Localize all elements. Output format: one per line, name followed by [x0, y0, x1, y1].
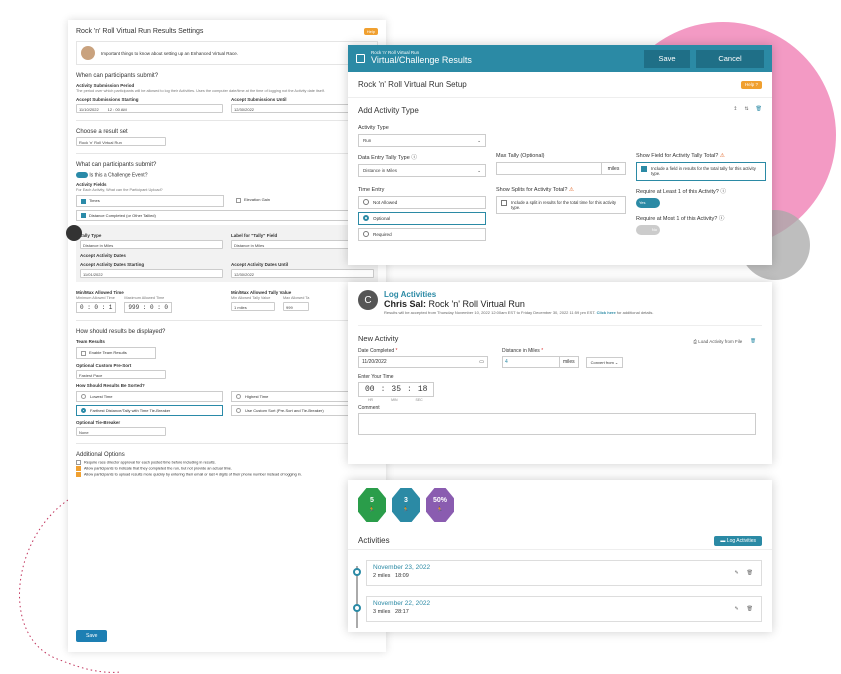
- min-tally-input[interactable]: 1 miles: [231, 302, 275, 312]
- time-entry-optional[interactable]: Optional: [358, 211, 486, 225]
- click-here-link[interactable]: Click here: [596, 310, 616, 315]
- move-up-icon[interactable]: ↥: [733, 106, 738, 112]
- edit-icon[interactable]: ✎: [734, 570, 739, 576]
- tally-type-select[interactable]: Distance in Miles: [80, 240, 223, 250]
- trash-icon[interactable]: 🗑: [746, 606, 753, 612]
- tally-type-select[interactable]: Distance in Miles ⌄: [358, 164, 486, 177]
- log-title: Log Activities: [384, 290, 437, 299]
- time-input[interactable]: 00:35:18: [358, 382, 435, 397]
- warning-icon: ⚠: [719, 153, 725, 159]
- require-most-toggle[interactable]: No: [636, 224, 660, 235]
- settings-title: Rock 'n' Roll Virtual Run Results Settin…: [76, 28, 204, 35]
- date-completed-input[interactable]: 11/20/2022 ▭: [358, 356, 488, 368]
- modal-cancel-button[interactable]: Cancel: [696, 49, 764, 68]
- card-title: Add Activity Type: [358, 106, 419, 115]
- modal-header: Rock 'n' Roll Virtual Run Virtual/Challe…: [348, 45, 772, 72]
- team-results-checkbox[interactable]: Enable Team Results: [76, 347, 156, 359]
- move-down-icon[interactable]: ⇅: [744, 106, 749, 112]
- presort-select[interactable]: Fastest Pace: [76, 369, 166, 379]
- avatar: C: [358, 290, 378, 310]
- tie-breaker-select[interactable]: None: [76, 426, 166, 436]
- times-checkbox[interactable]: Times: [76, 195, 224, 207]
- result-set-select[interactable]: Rock 'n' Roll Virtual Run: [76, 137, 166, 146]
- timeline-node: [353, 604, 361, 612]
- calendar-icon: ▭: [479, 359, 484, 365]
- avatar: [81, 46, 95, 60]
- timeline-node: [353, 568, 361, 576]
- info-icon: ⓘ: [720, 188, 726, 195]
- list-item[interactable]: November 22, 2022 3 miles 28:17 ✎ 🗑: [366, 596, 762, 622]
- setup-title: Rock 'n' Roll Virtual Run Setup: [358, 80, 467, 89]
- tally-settings: Tally Type Distance in Miles Label for "T…: [76, 225, 378, 283]
- help-button[interactable]: Help: [363, 28, 378, 35]
- badge-count: 5 🏃: [358, 488, 386, 522]
- max-time-input[interactable]: 999 : 0 : 0: [124, 302, 173, 314]
- challenge-toggle[interactable]: [76, 172, 88, 178]
- sort-lowest-time[interactable]: Lowest Time: [76, 390, 223, 402]
- require-least-toggle[interactable]: Yes: [636, 197, 660, 208]
- distance-checkbox[interactable]: Distance Completed (or Other Tallied): [76, 209, 378, 222]
- trash-icon[interactable]: 🗑: [755, 106, 762, 112]
- elevation-checkbox[interactable]: Elevation Gain: [232, 195, 378, 206]
- load-file-button[interactable]: ⎙ Load Activity from File: [693, 338, 743, 344]
- info-banner: Important things to know about setting u…: [76, 41, 378, 65]
- badge-count: 3 🏃: [392, 488, 420, 522]
- activity-start-field[interactable]: 11/01/2022: [80, 269, 223, 279]
- start-date-field[interactable]: 11/10/2022 12 : 00 AM: [76, 104, 223, 113]
- section-title: When can participants submit?: [76, 73, 159, 79]
- log-activities-button[interactable]: ▬ Log Activities: [714, 535, 762, 546]
- decorative-dark-dot: [66, 225, 82, 241]
- min-time-input[interactable]: 0 : 0 : 1: [76, 302, 117, 314]
- trash-icon[interactable]: 🗑: [746, 570, 753, 576]
- log-activities-panel: C Log Activities Chris Sal: Rock 'n' Rol…: [348, 282, 772, 464]
- splits-checkbox[interactable]: Include a split in results for the total…: [496, 195, 626, 215]
- convert-dropdown[interactable]: Convert from ⌄: [585, 356, 624, 368]
- time-entry-not-allowed[interactable]: Not Allowed: [358, 195, 486, 209]
- settings-panel: Rock 'n' Roll Virtual Run Results Settin…: [68, 20, 386, 652]
- badge-percent: 50% 🏃: [426, 488, 454, 522]
- time-entry-required[interactable]: Required: [358, 227, 486, 241]
- modal-save-button[interactable]: Save: [644, 49, 690, 68]
- save-button[interactable]: Save: [76, 630, 108, 642]
- help-button[interactable]: Help ?: [740, 80, 762, 89]
- info-icon: ⓘ: [718, 215, 725, 222]
- show-field-checkbox[interactable]: Include a field in results for the total…: [636, 162, 766, 181]
- edit-icon[interactable]: ✎: [734, 606, 739, 612]
- max-tally-input[interactable]: 999: [283, 302, 309, 312]
- virtual-results-modal: Rock 'n' Roll Virtual Run Virtual/Challe…: [348, 45, 772, 265]
- max-tally-input[interactable]: miles: [496, 162, 626, 175]
- activities-panel: 5 🏃 3 🏃 50% 🏃 Activities ▬ Log Activities N…: [348, 480, 772, 632]
- distance-input[interactable]: 4: [502, 356, 560, 368]
- edit-icon: [356, 54, 365, 63]
- sort-farthest[interactable]: Farthest Distance/Tally with Time Tie-Br…: [76, 404, 223, 416]
- trash-icon[interactable]: 🗑: [750, 338, 756, 343]
- activity-type-select[interactable]: Run ⌄: [358, 134, 486, 147]
- list-item[interactable]: November 23, 2022 2 miles 18:09 ✎ 🗑: [366, 560, 762, 586]
- info-icon: ⓘ: [411, 155, 417, 161]
- modal-title: Virtual/Challenge Results: [371, 55, 472, 66]
- activity-until-field[interactable]: 12/30/2022: [231, 269, 374, 279]
- activities-title: Activities: [358, 536, 390, 545]
- warning-icon: ⚠: [568, 186, 574, 193]
- breadcrumb: Rock 'n' Roll Virtual Run: [371, 49, 420, 55]
- comment-textarea[interactable]: [358, 413, 756, 435]
